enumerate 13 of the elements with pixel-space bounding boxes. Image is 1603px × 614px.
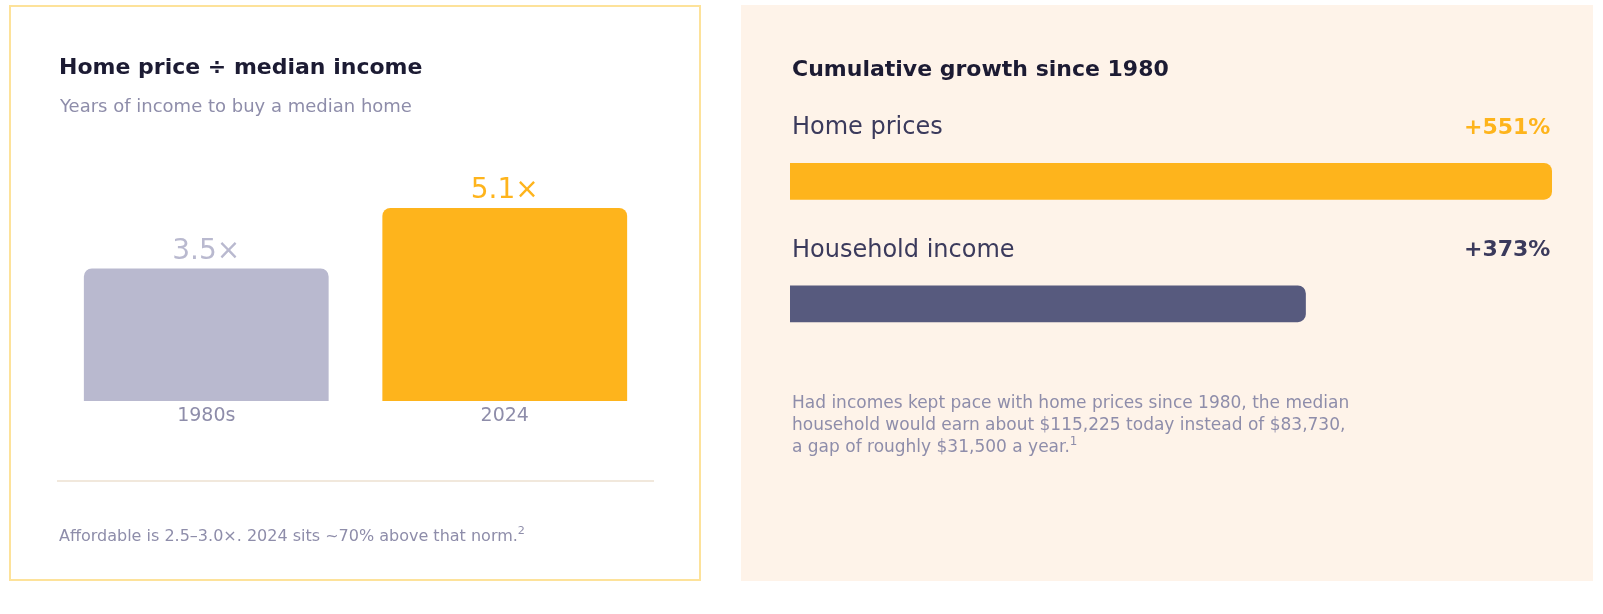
text: Affordable is 2.5–3.0×. 2024 sits ~70% above that norm.$^{2}$ — [59, 524, 525, 545]
y-tick-label: Household income — [792, 235, 1015, 263]
chart-title: Home price ÷ median income — [59, 54, 423, 79]
text: Had incomes kept pace with home prices since 1980, the median household would earn about $115,225 today instead of $83,730, a gap of roughly $31,500 a year.$^{1}$ — [792, 392, 1350, 457]
x-tick-label: 2024 — [480, 403, 529, 425]
data-label: +551% — [1464, 114, 1551, 139]
chart-title: Cumulative growth since 1980 — [792, 56, 1169, 81]
data-label: 5.1× — [470, 171, 539, 205]
x-tick-label: 1980s — [177, 403, 236, 425]
data-label: +373% — [1464, 236, 1551, 261]
data-label: 3.5× — [172, 232, 241, 266]
y-tick-label: Home prices — [792, 112, 943, 140]
chart-subtitle: Years of income to buy a median home — [59, 95, 412, 116]
